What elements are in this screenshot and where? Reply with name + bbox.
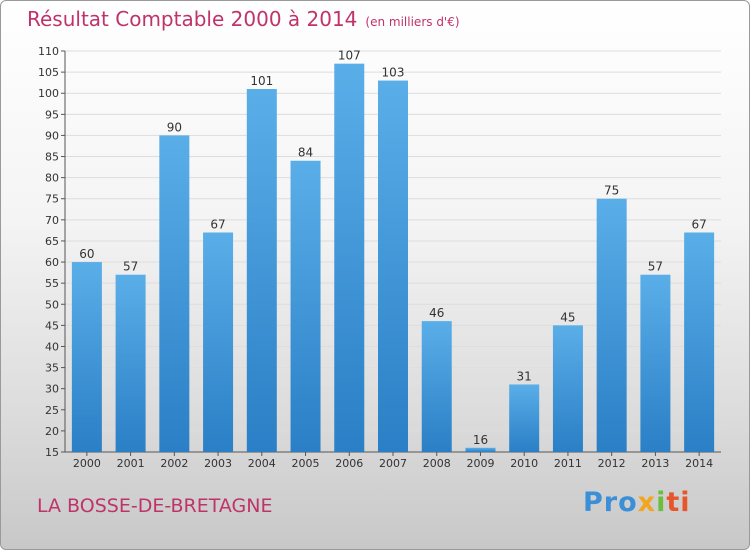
bar bbox=[378, 80, 408, 453]
bars bbox=[71, 63, 715, 453]
x-tick-label: 2007 bbox=[379, 457, 407, 470]
y-tick-label: 65 bbox=[45, 235, 59, 248]
y-tick-label: 55 bbox=[45, 277, 59, 290]
bar bbox=[334, 63, 365, 453]
x-tick-label: 2012 bbox=[598, 457, 626, 470]
y-tick-label: 60 bbox=[45, 256, 59, 269]
data-label: 60 bbox=[79, 247, 94, 261]
y-tick-label: 15 bbox=[45, 446, 59, 459]
data-label: 16 bbox=[473, 433, 488, 447]
data-label: 57 bbox=[123, 260, 138, 274]
data-label: 46 bbox=[429, 306, 444, 320]
x-tick-label: 2000 bbox=[73, 457, 101, 470]
bar bbox=[465, 447, 496, 452]
bar bbox=[596, 198, 627, 452]
data-label: 107 bbox=[338, 49, 361, 63]
bar bbox=[552, 325, 583, 452]
x-tick-label: 2001 bbox=[117, 457, 145, 470]
data-label: 90 bbox=[167, 120, 182, 134]
y-tick-label: 110 bbox=[38, 45, 59, 58]
data-label: 67 bbox=[210, 218, 225, 232]
chart-title: Résultat Comptable 2000 à 2014 (en millie… bbox=[27, 7, 460, 31]
y-tick-label: 90 bbox=[45, 129, 59, 142]
proxiti-logo: Proxiti bbox=[583, 487, 691, 518]
y-tick-label: 25 bbox=[45, 404, 59, 417]
chart-title-text: Résultat Comptable 2000 à 2014 bbox=[27, 7, 358, 31]
y-tick-label: 85 bbox=[45, 151, 59, 164]
x-tick-label: 2009 bbox=[466, 457, 494, 470]
chart-units: (en milliers d'€) bbox=[365, 15, 460, 29]
bar bbox=[203, 232, 234, 452]
y-tick-label: 30 bbox=[45, 383, 59, 396]
bar bbox=[640, 274, 671, 452]
bar bbox=[71, 262, 102, 452]
data-label: 57 bbox=[648, 260, 663, 274]
x-tick-label: 2003 bbox=[204, 457, 232, 470]
y-tick-label: 70 bbox=[45, 214, 59, 227]
data-label: 45 bbox=[560, 310, 575, 324]
data-label: 31 bbox=[517, 369, 532, 383]
y-tick-label: 100 bbox=[38, 87, 59, 100]
bar bbox=[684, 232, 715, 452]
x-tick-label: 2014 bbox=[685, 457, 713, 470]
x-tick-label: 2011 bbox=[554, 457, 582, 470]
data-label: 75 bbox=[604, 184, 619, 198]
place-name: LA BOSSE-DE-BRETAGNE bbox=[37, 495, 273, 517]
x-tick-label: 2005 bbox=[292, 457, 320, 470]
x-tick-label: 2004 bbox=[248, 457, 276, 470]
y-tick-label: 50 bbox=[45, 298, 59, 311]
x-tick-label: 2006 bbox=[335, 457, 363, 470]
y-tick-label: 95 bbox=[45, 108, 59, 121]
data-label: 103 bbox=[382, 66, 405, 80]
bar bbox=[246, 88, 277, 452]
logo-part-4: ti bbox=[666, 487, 691, 518]
y-tick-label: 35 bbox=[45, 362, 59, 375]
y-tick-label: 20 bbox=[45, 425, 59, 438]
data-label: 101 bbox=[250, 74, 273, 88]
x-tick-label: 2008 bbox=[423, 457, 451, 470]
y-tick-label: 40 bbox=[45, 340, 59, 353]
y-tick-label: 45 bbox=[45, 319, 59, 332]
logo-part-1: Pro bbox=[583, 487, 638, 518]
x-tick-label: 2010 bbox=[510, 457, 538, 470]
bar bbox=[290, 160, 321, 452]
y-tick-label: 105 bbox=[38, 66, 59, 79]
data-label: 84 bbox=[298, 146, 313, 160]
bar bbox=[115, 274, 146, 452]
bar bbox=[421, 321, 452, 452]
y-tick-label: 80 bbox=[45, 172, 59, 185]
x-tick-label: 2002 bbox=[160, 457, 188, 470]
x-tick-label: 2013 bbox=[641, 457, 669, 470]
bar bbox=[159, 135, 190, 452]
data-label: 67 bbox=[691, 218, 706, 232]
bar bbox=[509, 384, 540, 452]
y-tick-label: 75 bbox=[45, 193, 59, 206]
data-labels: 60 57 90 67 101 84 107 103 46 16 31 45 75 57 67 bbox=[79, 49, 707, 447]
logo-part-3: i bbox=[656, 487, 667, 518]
logo-part-2: x bbox=[637, 487, 657, 518]
